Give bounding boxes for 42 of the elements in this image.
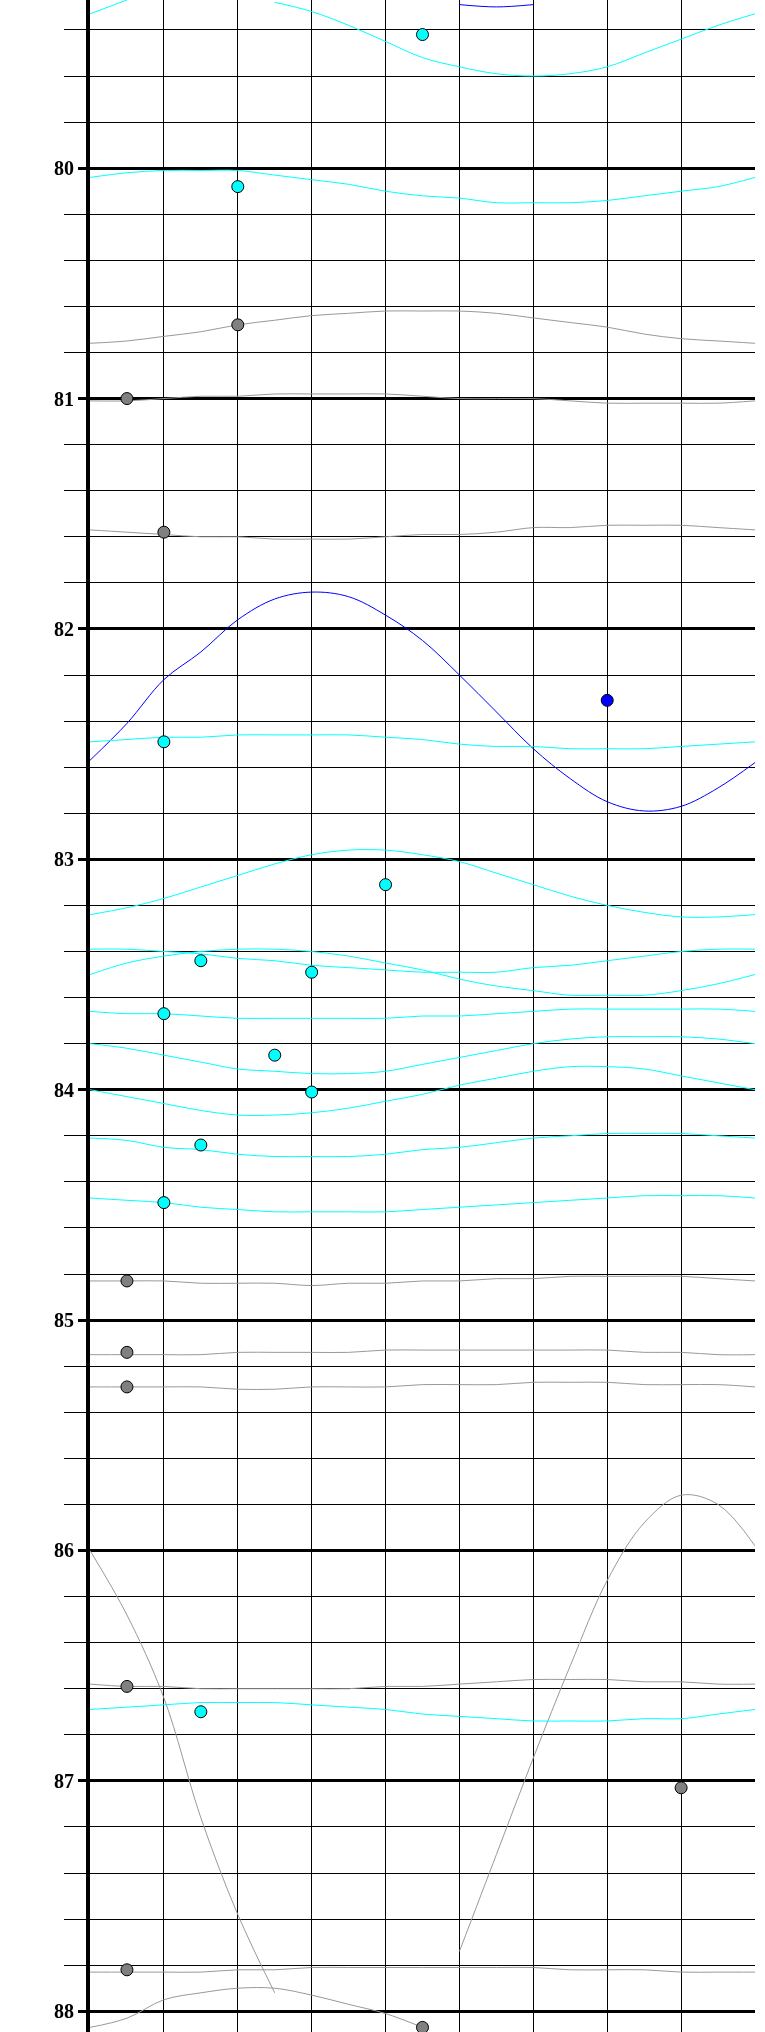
point [600, 693, 614, 707]
y-tick-label: 87 [54, 1769, 74, 1792]
point [305, 1085, 319, 1099]
line-series [90, 1036, 755, 1075]
y-tick-label: 84 [54, 1078, 74, 1101]
point [194, 1705, 208, 1719]
point [416, 28, 429, 42]
line-series [90, 1195, 755, 1213]
line-series [90, 1275, 755, 1287]
point [416, 2020, 429, 2032]
y-tick-label: 82 [54, 617, 74, 640]
line-series [90, 1132, 755, 1158]
y-tick-label: 83 [54, 848, 74, 871]
line-series [90, 1701, 755, 1722]
point [305, 965, 319, 979]
point [157, 525, 171, 539]
point [157, 1196, 171, 1210]
point [120, 1380, 134, 1394]
y-tick-label: 80 [54, 157, 74, 180]
point [120, 1274, 134, 1288]
line-series [90, 1008, 755, 1019]
point [157, 1007, 171, 1021]
point [120, 1963, 134, 1977]
point [231, 318, 245, 332]
point [157, 735, 171, 749]
y-tick-label: 86 [54, 1539, 74, 1562]
point [120, 392, 134, 406]
y-tick-label: 85 [54, 1309, 74, 1332]
point [120, 1679, 134, 1693]
point [194, 1138, 208, 1152]
point [231, 180, 245, 194]
line-series [90, 524, 755, 540]
point [379, 878, 393, 892]
point [674, 1781, 688, 1795]
point [268, 1048, 282, 1062]
point [120, 1345, 134, 1359]
line-series [90, 310, 755, 344]
y-tick-label: 81 [54, 387, 74, 410]
line-series [90, 734, 755, 750]
line-series [90, 948, 755, 997]
y-tick-label: 88 [54, 2000, 74, 2023]
point [194, 954, 208, 968]
